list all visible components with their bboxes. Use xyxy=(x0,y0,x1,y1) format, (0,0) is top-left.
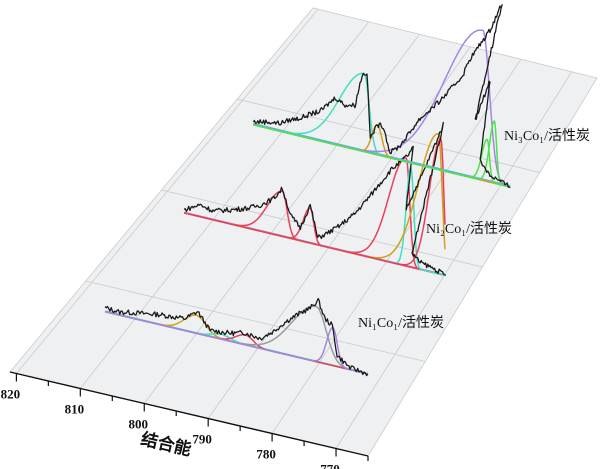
x-tick-label: 790 xyxy=(192,432,212,447)
spectrum-2 xyxy=(183,121,447,277)
x-axis-line xyxy=(9,371,369,457)
x-tick-label: 810 xyxy=(65,402,85,417)
x-axis-title: 结合能 xyxy=(139,428,193,460)
fit-peak-red xyxy=(183,138,446,266)
grid-line-depth xyxy=(85,280,426,362)
x-tick-label: 820 xyxy=(1,387,21,402)
raw-spectrum-line xyxy=(104,297,369,377)
series-label: Ni₃Co₁/活性炭 xyxy=(504,128,590,144)
series-label: Ni₂Co₁/活性炭 xyxy=(426,221,512,237)
raw-spectrum-line xyxy=(183,121,447,276)
fit-peak-green xyxy=(253,120,510,188)
x-tick-label: 770 xyxy=(320,462,340,469)
series-label: Ni₁Co₁/活性炭 xyxy=(358,315,444,331)
x-tick-label: 800 xyxy=(129,417,149,432)
spectrum-1 xyxy=(104,297,369,377)
raw-spectrum-line xyxy=(252,4,511,189)
spectrum-3 xyxy=(252,4,511,189)
grid-line-depth xyxy=(161,189,483,268)
x-tick-label: 780 xyxy=(256,447,276,462)
fit-peak-purple xyxy=(104,310,368,375)
